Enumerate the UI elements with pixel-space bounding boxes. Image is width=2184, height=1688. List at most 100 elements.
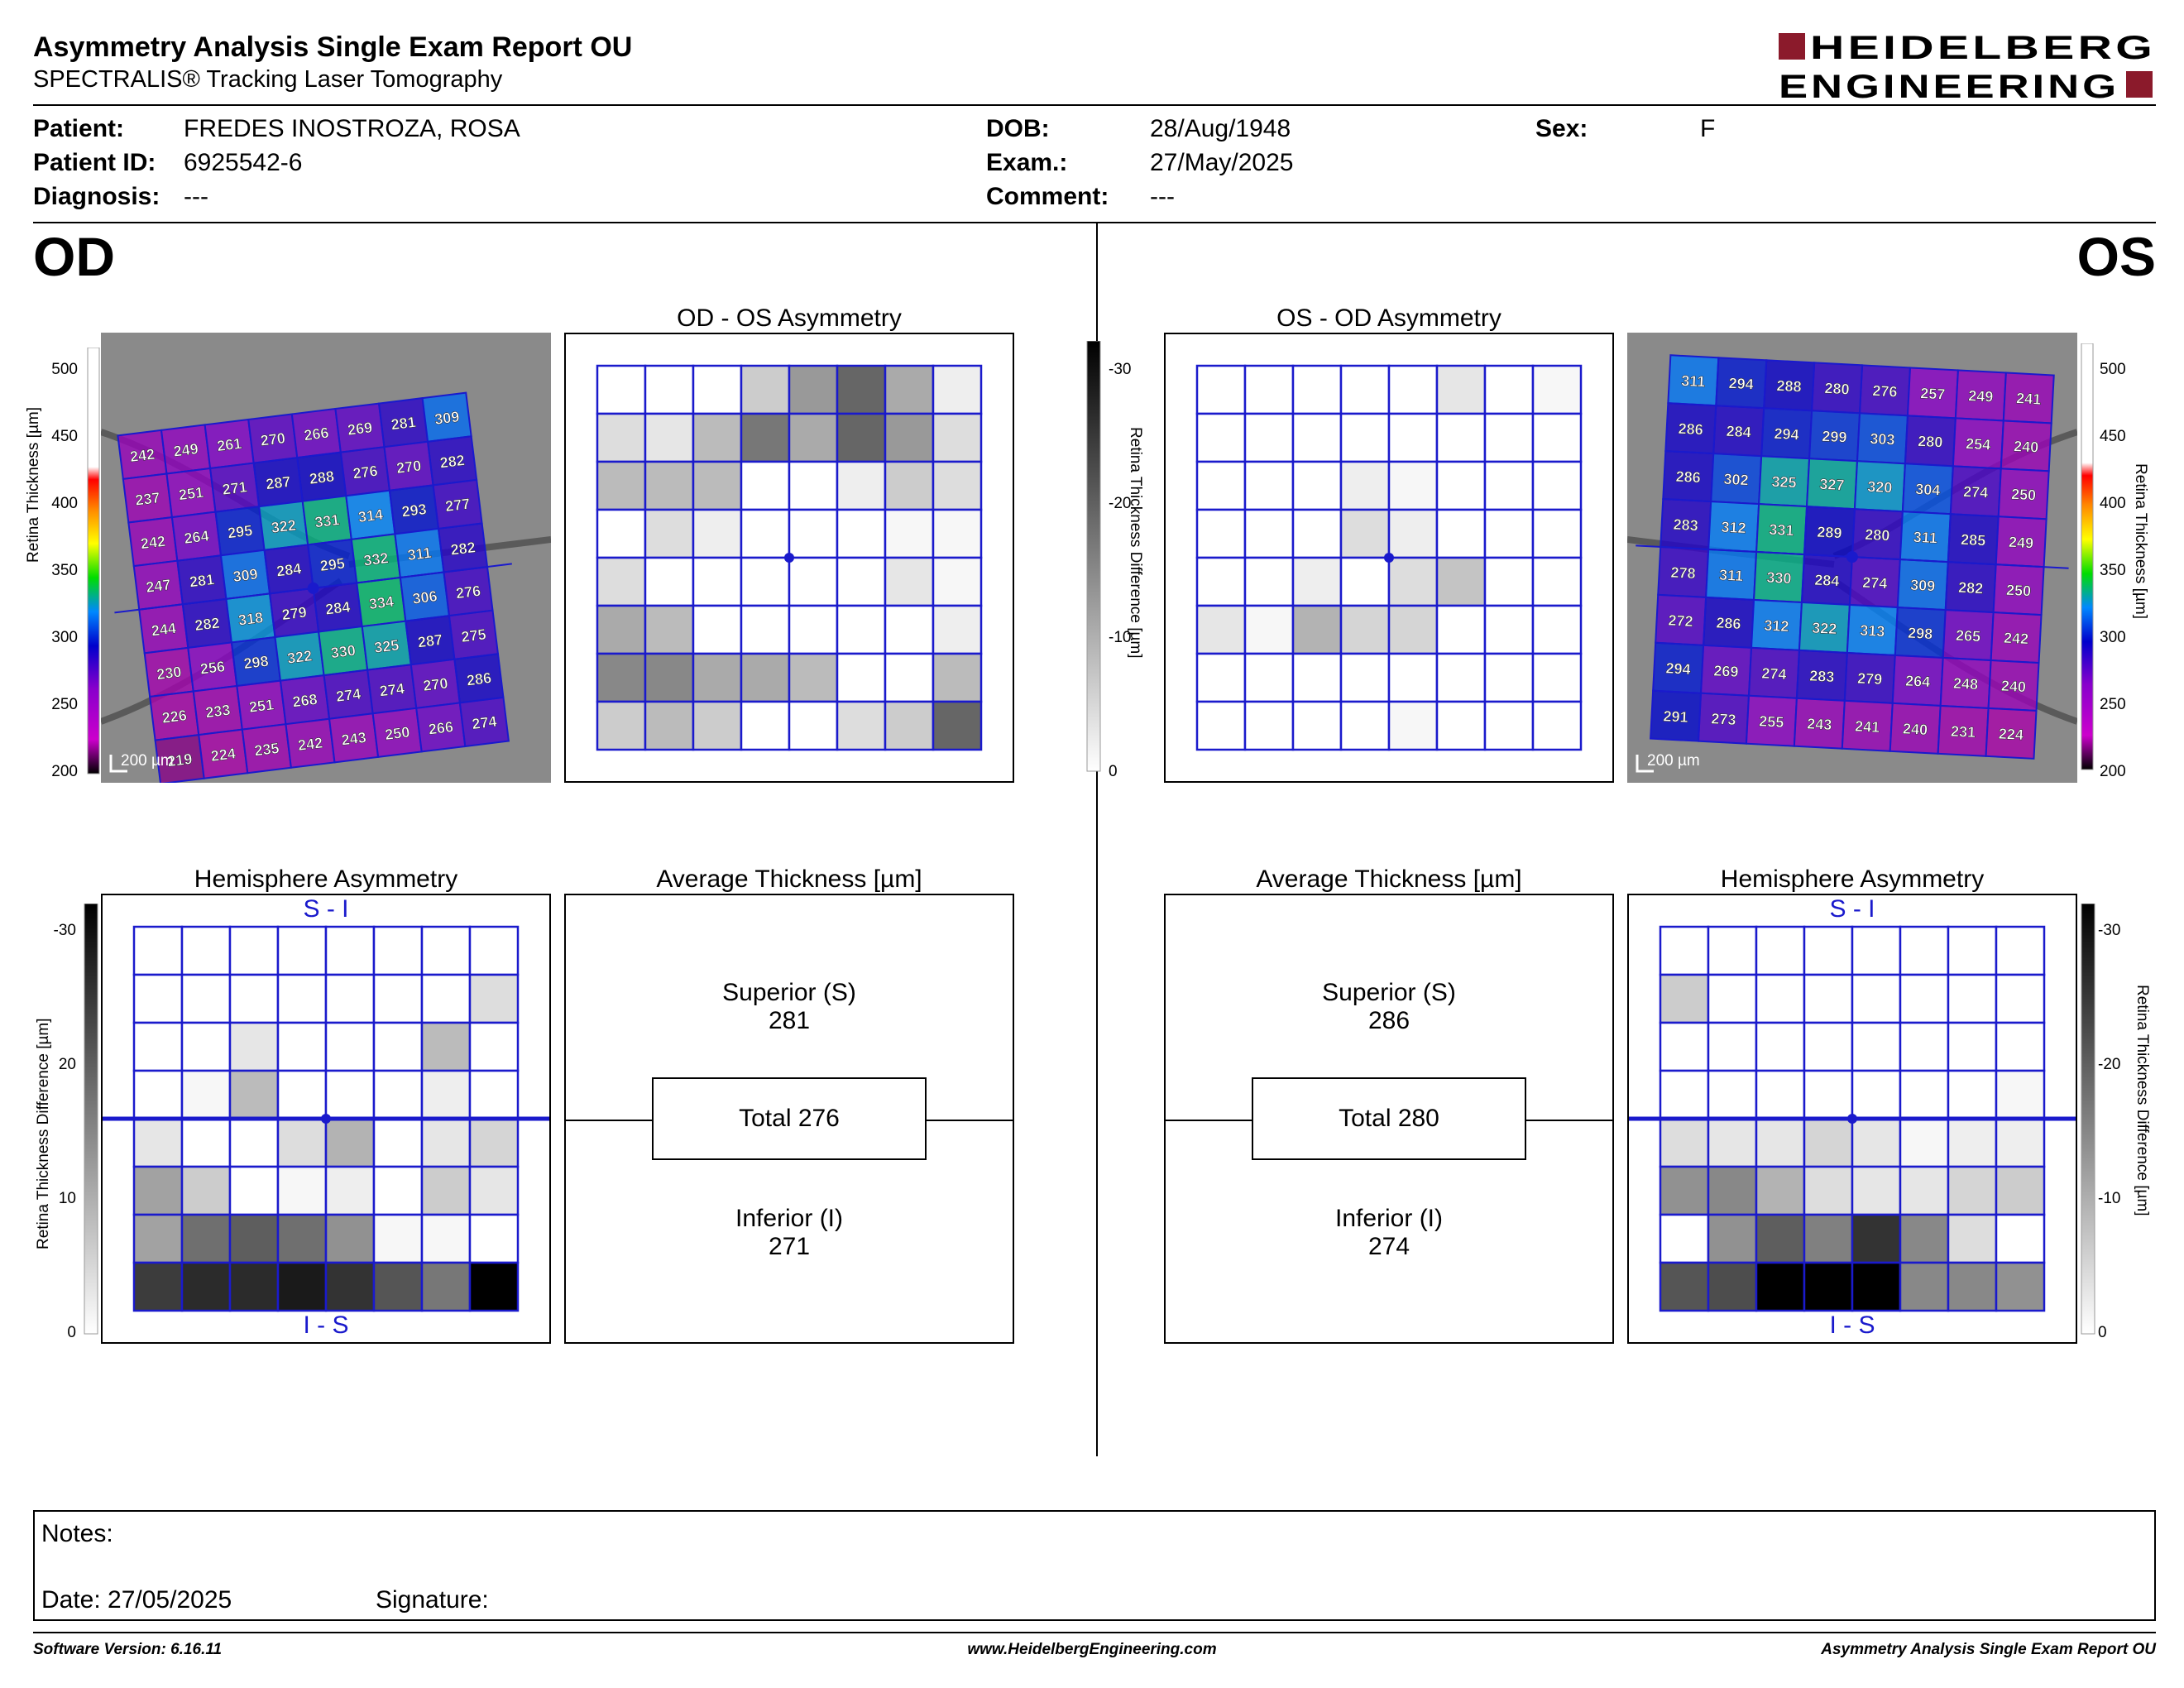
thickness-value: 311 bbox=[1681, 372, 1706, 390]
thickness-value: 244 bbox=[151, 620, 177, 640]
grid-cell bbox=[132, 1021, 184, 1072]
scale-bar-icon bbox=[1636, 755, 1654, 773]
grid-cell bbox=[1195, 700, 1247, 751]
grid-cell bbox=[180, 973, 232, 1024]
thickness-value: 281 bbox=[390, 414, 417, 434]
scale-bar-label: 200 µm bbox=[121, 752, 174, 770]
grid-cell bbox=[1387, 364, 1439, 415]
grid-cell bbox=[1755, 925, 1806, 976]
thickness-value: 277 bbox=[444, 496, 471, 516]
thickness-value: 313 bbox=[1860, 622, 1885, 640]
grid-cell bbox=[1707, 1117, 1758, 1168]
grid-cell bbox=[740, 700, 791, 751]
thickness-value: 241 bbox=[2016, 390, 2042, 408]
thickness-value: 309 bbox=[232, 566, 258, 586]
dob-value: 28/Aug/1948 bbox=[1150, 115, 1291, 142]
scale-tick-label: 450 bbox=[51, 428, 78, 445]
grid-cell bbox=[1803, 1021, 1854, 1072]
grid-cell bbox=[372, 1069, 424, 1120]
grid-cell bbox=[692, 508, 743, 559]
grid-cell bbox=[324, 973, 376, 1024]
grid-cell bbox=[372, 973, 424, 1024]
grid-cell bbox=[644, 460, 695, 511]
grid-cell bbox=[1483, 652, 1535, 703]
thickness-value: 294 bbox=[1774, 425, 1799, 444]
thickness-value: 291 bbox=[1663, 707, 1688, 726]
grid-cell bbox=[692, 604, 743, 655]
grid-cell bbox=[884, 604, 935, 655]
grid-cell bbox=[420, 1069, 472, 1120]
thickness-value: 274 bbox=[1862, 574, 1888, 592]
fovea-center-dot bbox=[1847, 1114, 1857, 1124]
thickness-value: 254 bbox=[1966, 435, 1991, 453]
grid-cell bbox=[1483, 460, 1535, 511]
grid-cell bbox=[1755, 1069, 1806, 1120]
website[interactable]: www.HeidelbergEngineering.com bbox=[967, 1641, 1217, 1658]
grid-cell bbox=[324, 1261, 376, 1312]
grid-cell bbox=[180, 1261, 232, 1312]
grid-cell bbox=[1435, 652, 1487, 703]
grid-cell bbox=[740, 508, 791, 559]
grid-cell bbox=[132, 1117, 184, 1168]
thickness-value: 298 bbox=[242, 653, 269, 673]
grid-cell bbox=[1339, 700, 1391, 751]
thickness-value: 306 bbox=[411, 587, 438, 607]
thickness-value: 284 bbox=[275, 560, 302, 580]
patient-id: 6925542-6 bbox=[184, 149, 303, 176]
notes-box[interactable]: Notes: Date: 27/05/2025 Signature: bbox=[33, 1510, 2156, 1621]
grid-cell bbox=[788, 460, 839, 511]
grid-cell bbox=[1195, 460, 1247, 511]
grid-cell bbox=[372, 925, 424, 976]
grid-cell bbox=[1531, 364, 1583, 415]
grid-cell bbox=[1291, 460, 1343, 511]
grid-cell bbox=[1659, 1213, 1710, 1264]
thickness-value: 294 bbox=[1665, 659, 1691, 678]
grid-cell bbox=[180, 1069, 232, 1120]
grid-cell bbox=[1851, 1117, 1902, 1168]
od-asym-title: OD - OS Asymmetry bbox=[677, 305, 902, 332]
scale-tick-label: 250 bbox=[2100, 696, 2126, 713]
scale-tick-label: 0 bbox=[1109, 763, 1118, 780]
thickness-value: 327 bbox=[1819, 476, 1845, 494]
thickness-value: 278 bbox=[1670, 564, 1696, 583]
od-inferior-label: Inferior (I) bbox=[735, 1205, 844, 1232]
grid-cell bbox=[1339, 364, 1391, 415]
thickness-value: 280 bbox=[1918, 433, 1943, 451]
grid-cell bbox=[1803, 1117, 1854, 1168]
thickness-value: 242 bbox=[297, 735, 323, 755]
grid-cell bbox=[420, 1213, 472, 1264]
grid-cell bbox=[1755, 1261, 1806, 1312]
thickness-value: 322 bbox=[286, 647, 313, 667]
grid-cell bbox=[276, 925, 328, 976]
thickness-value: 224 bbox=[210, 745, 237, 765]
os-avg-title: Average Thickness [µm] bbox=[1256, 866, 1522, 893]
thickness-value: 325 bbox=[1771, 473, 1797, 492]
thickness-value: 275 bbox=[460, 626, 486, 645]
thickness-value: 325 bbox=[373, 636, 400, 656]
grid-cell bbox=[884, 700, 935, 751]
od-thickness-axis-label: Retina Thickness [µm] bbox=[25, 407, 42, 563]
grid-cell bbox=[1803, 1213, 1854, 1264]
thickness-value: 276 bbox=[352, 463, 378, 482]
comment-label: Comment: bbox=[986, 183, 1109, 210]
grid-cell bbox=[420, 925, 472, 976]
os-thickness-map: 311 294 288 280 276 257 249 241 286 284 294 299 303 2… bbox=[1626, 333, 2079, 783]
od-inferior-value: 271 bbox=[768, 1233, 811, 1260]
grid-cell bbox=[1483, 556, 1535, 607]
thickness-value: 285 bbox=[1961, 531, 1986, 549]
center-divider bbox=[1096, 223, 1098, 1456]
scale-tick-label: 300 bbox=[51, 629, 78, 646]
grid-cell bbox=[132, 1213, 184, 1264]
grid-cell bbox=[740, 460, 791, 511]
thickness-value: 281 bbox=[189, 571, 215, 591]
thickness-value: 309 bbox=[433, 408, 460, 428]
scale-tick-label: -30 bbox=[2098, 922, 2121, 939]
thickness-value: 312 bbox=[1764, 617, 1789, 635]
scale-tick-label: 350 bbox=[2100, 562, 2126, 579]
grid-cell bbox=[276, 1117, 328, 1168]
grid-cell bbox=[180, 1117, 232, 1168]
thickness-value: 279 bbox=[281, 604, 308, 624]
grid-cell bbox=[1531, 556, 1583, 607]
thickness-value: 266 bbox=[428, 718, 454, 738]
od-asym-panel bbox=[564, 333, 1014, 783]
